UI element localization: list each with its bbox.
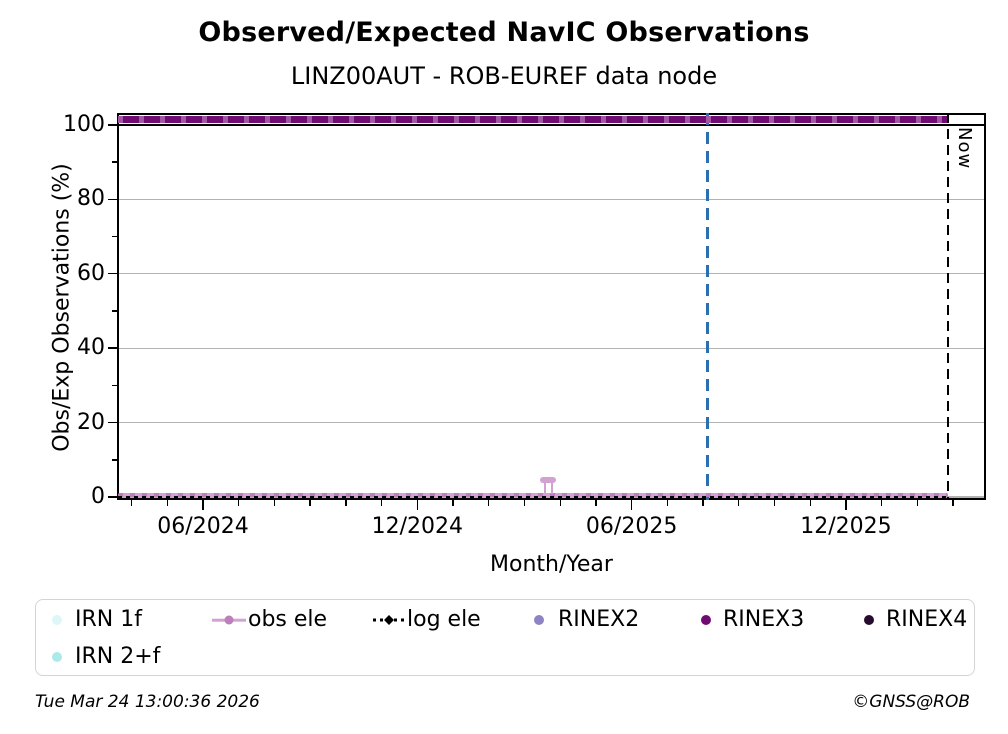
y-major-tick bbox=[108, 421, 117, 424]
obs-ele-marker-icon bbox=[224, 615, 234, 625]
log-ele-line bbox=[118, 496, 948, 500]
legend-label-log-ele: log ele bbox=[407, 607, 481, 632]
y-minor-tick bbox=[112, 459, 117, 461]
footer-timestamp: Tue Mar 24 13:00:36 2026 bbox=[35, 692, 260, 712]
y-minor-tick bbox=[112, 384, 117, 387]
obs-ele-spike bbox=[543, 480, 547, 495]
event-vline bbox=[705, 113, 709, 500]
x-minor-tick bbox=[595, 500, 597, 506]
rinex3-line bbox=[118, 115, 948, 123]
x-minor-tick bbox=[702, 500, 704, 506]
now-vline bbox=[946, 113, 950, 500]
x-axis-label: Month/Year bbox=[490, 552, 613, 577]
x-minor-tick bbox=[880, 500, 883, 506]
legend-label-rinex4: RINEX4 bbox=[886, 607, 968, 632]
x-minor-tick bbox=[309, 500, 311, 506]
x-minor-tick bbox=[238, 500, 240, 506]
y-tick-label: 100 bbox=[63, 111, 105, 137]
x-tick-label: 12/2024 bbox=[371, 514, 464, 539]
rinex3-marker-icon bbox=[701, 615, 711, 625]
x-minor-tick bbox=[452, 500, 454, 506]
x-tick-label: 06/2025 bbox=[585, 514, 678, 539]
x-minor-tick bbox=[916, 500, 919, 506]
legend-label-rinex3: RINEX3 bbox=[723, 607, 805, 632]
reference-line-100 bbox=[117, 123, 986, 126]
log-ele-marker-icon bbox=[384, 615, 394, 625]
y-major-tick bbox=[108, 198, 117, 201]
rinex2-marker-icon bbox=[534, 615, 544, 625]
y-major-tick bbox=[108, 496, 117, 498]
x-major-tick bbox=[202, 500, 204, 510]
irn-1f-marker-icon bbox=[52, 615, 62, 625]
legend-label-rinex2: RINEX2 bbox=[558, 607, 640, 632]
gridline-80 bbox=[117, 198, 986, 201]
x-major-tick bbox=[845, 500, 847, 510]
y-tick-label: 0 bbox=[91, 484, 105, 510]
legend-label-irn-2f: IRN 2+f bbox=[75, 644, 161, 669]
chart-subtitle: LINZ00AUT - ROB-EUREF data node bbox=[290, 62, 718, 90]
y-tick-label: 80 bbox=[77, 186, 105, 212]
gridline-20 bbox=[117, 422, 986, 424]
x-minor-tick bbox=[523, 500, 526, 506]
footer-credit: ©GNSS@ROB bbox=[852, 692, 970, 712]
y-major-tick bbox=[108, 124, 117, 126]
y-minor-tick bbox=[112, 310, 117, 312]
obs-ele-spike bbox=[550, 480, 554, 495]
gridline-40 bbox=[117, 347, 986, 349]
x-minor-tick bbox=[488, 500, 490, 506]
obs-ele-spike-marker bbox=[540, 476, 556, 483]
irn-2f-marker-icon bbox=[52, 652, 62, 662]
chart-title: Observed/Expected NavIC Observations bbox=[198, 17, 810, 48]
x-major-tick bbox=[416, 500, 418, 510]
x-minor-tick bbox=[273, 500, 276, 506]
x-minor-tick bbox=[345, 500, 347, 506]
x-minor-tick bbox=[952, 500, 954, 506]
legend-label-irn-1f: IRN 1f bbox=[75, 607, 142, 632]
x-minor-tick bbox=[773, 500, 776, 506]
legend bbox=[35, 599, 975, 676]
y-major-tick bbox=[108, 273, 117, 275]
y-tick-label: 40 bbox=[77, 335, 105, 361]
x-tick-label: 12/2025 bbox=[800, 514, 892, 539]
x-minor-tick bbox=[380, 500, 383, 506]
x-tick-label: 06/2024 bbox=[157, 514, 249, 539]
gridline-60 bbox=[117, 273, 986, 275]
x-minor-tick bbox=[809, 500, 811, 506]
rinex4-marker-icon bbox=[864, 615, 874, 625]
y-minor-tick bbox=[112, 235, 117, 238]
x-major-tick bbox=[630, 500, 633, 510]
legend-label-obs-ele: obs ele bbox=[248, 607, 328, 632]
x-minor-tick bbox=[130, 500, 133, 506]
now-label: Now bbox=[954, 127, 975, 170]
y-major-tick bbox=[108, 347, 117, 349]
x-minor-tick bbox=[559, 500, 561, 506]
obs-ele-line bbox=[118, 493, 948, 497]
y-minor-tick bbox=[112, 161, 117, 163]
y-tick-label: 20 bbox=[77, 409, 105, 435]
x-minor-tick bbox=[738, 500, 740, 506]
x-minor-tick bbox=[666, 500, 669, 506]
y-tick-label: 60 bbox=[77, 260, 105, 286]
x-minor-tick bbox=[166, 500, 168, 506]
